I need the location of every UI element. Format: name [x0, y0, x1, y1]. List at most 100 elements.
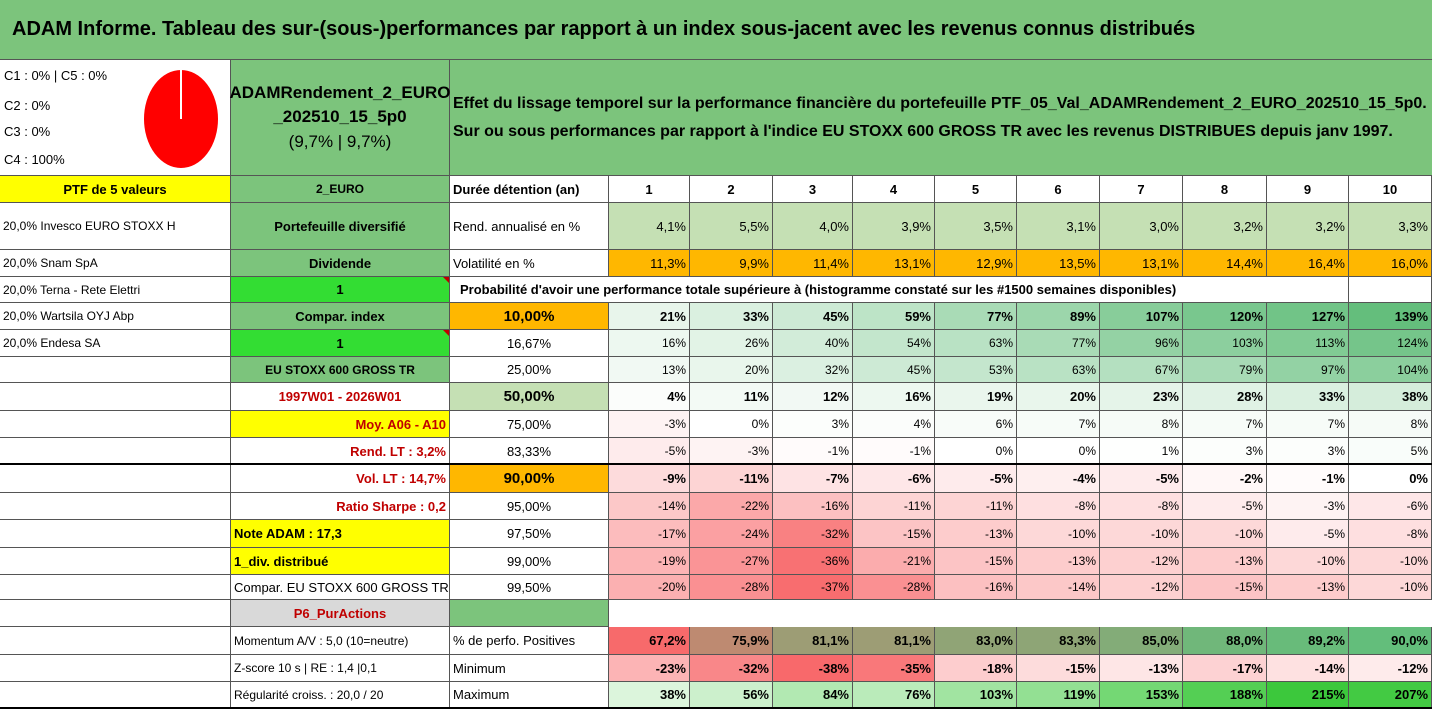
- pos-value: 81,1%: [773, 627, 853, 655]
- quantile-value: -21%: [853, 548, 935, 575]
- quantile-value: -5%: [609, 438, 690, 465]
- quantile-label: 90,00%: [450, 465, 609, 493]
- min-value: -13%: [1100, 655, 1183, 682]
- quantile-value: 59%: [853, 303, 935, 330]
- quantile-value: 16%: [609, 330, 690, 357]
- quantile-label: 83,33%: [450, 438, 609, 465]
- quantile-value: -5%: [1267, 520, 1349, 548]
- p6-puractions: P6_PurActions: [231, 600, 450, 627]
- empty-left-cell: [0, 493, 231, 520]
- quantile-label: 97,50%: [450, 520, 609, 548]
- index-name: EU STOXX 600 GROSS TR: [231, 357, 450, 383]
- vol-label: Volatilité en %: [450, 250, 609, 277]
- quantile-value: -13%: [1267, 575, 1349, 600]
- quantile-value: 5%: [1349, 438, 1432, 465]
- max-value: 153%: [1100, 682, 1183, 708]
- quantile-value: -8%: [1100, 493, 1183, 520]
- quantile-value: -8%: [1349, 520, 1432, 548]
- quantile-value: -7%: [773, 465, 853, 493]
- quantile-label: 50,00%: [450, 383, 609, 411]
- quantile-value: 77%: [1017, 330, 1100, 357]
- quantile-value: 0%: [1017, 438, 1100, 465]
- quantile-value: 0%: [1349, 465, 1432, 493]
- empty-left-cell: [0, 627, 231, 655]
- quantile-value: 19%: [935, 383, 1017, 411]
- portfolio-name-line1: ADAMRendement_2_EURO: [229, 82, 451, 102]
- quantile-value: -32%: [773, 520, 853, 548]
- quantile-label: 16,67%: [450, 330, 609, 357]
- quantile-value: -4%: [1017, 465, 1100, 493]
- quantile-value: -17%: [609, 520, 690, 548]
- quantile-value: 67%: [1100, 357, 1183, 383]
- quantile-value: 6%: [935, 411, 1017, 438]
- quantile-value: 77%: [935, 303, 1017, 330]
- quantile-value: 45%: [853, 357, 935, 383]
- empty-row: [609, 600, 1432, 627]
- vol-value: 16,0%: [1349, 250, 1432, 277]
- pos-value: 75,9%: [690, 627, 773, 655]
- constituent-1: 20,0% Invesco EURO STOXX H: [0, 203, 231, 250]
- min-value: -17%: [1183, 655, 1267, 682]
- quantile-value: -15%: [935, 548, 1017, 575]
- quantile-value: -36%: [773, 548, 853, 575]
- vol-value: 14,4%: [1183, 250, 1267, 277]
- rend-value: 4,1%: [609, 203, 690, 250]
- quantile-value: 45%: [773, 303, 853, 330]
- quantile-value: 79%: [1183, 357, 1267, 383]
- pos-value: 67,2%: [609, 627, 690, 655]
- momentum: Momentum A/V : 5,0 (10=neutre): [231, 627, 450, 655]
- quantile-value: 54%: [853, 330, 935, 357]
- empty-left-cell: [0, 520, 231, 548]
- max-label: Maximum: [450, 682, 609, 708]
- quantile-value: 38%: [1349, 383, 1432, 411]
- description-line1: Effet du lissage temporel sur la perform…: [453, 94, 1427, 112]
- quantile-value: 1%: [1100, 438, 1183, 465]
- min-value: -14%: [1267, 655, 1349, 682]
- constituent-3: 20,0% Terna - Rete Elettri: [0, 277, 231, 303]
- dividend-label: Dividende: [231, 250, 450, 277]
- p6-green-cell: [450, 600, 609, 627]
- constituent-5: 20,0% Endesa SA: [0, 330, 231, 357]
- min-value: -23%: [609, 655, 690, 682]
- description: Effet du lissage temporel sur la perform…: [450, 60, 1432, 176]
- quantile-value: 0%: [690, 411, 773, 438]
- quantile-value: -14%: [609, 493, 690, 520]
- quantile-value: 12%: [773, 383, 853, 411]
- quantile-value: 20%: [1017, 383, 1100, 411]
- quantile-value: 4%: [609, 383, 690, 411]
- quantile-value: -5%: [1183, 493, 1267, 520]
- portfolio-type: Portefeuille diversifié: [231, 203, 450, 250]
- quantile-value: 0%: [935, 438, 1017, 465]
- quantile-value: 26%: [690, 330, 773, 357]
- quantile-value: -9%: [609, 465, 690, 493]
- compar-full: Compar. EU STOXX 600 GROSS TR: [231, 575, 450, 600]
- year-header: 10: [1349, 176, 1432, 203]
- max-value: 207%: [1349, 682, 1432, 708]
- pos-value: 83,3%: [1017, 627, 1100, 655]
- quantile-value: 7%: [1017, 411, 1100, 438]
- empty-left-cell: [0, 548, 231, 575]
- quantile-value: -10%: [1183, 520, 1267, 548]
- quantile-label: 25,00%: [450, 357, 609, 383]
- dividend-value: 1: [231, 277, 450, 303]
- quantile-value: 127%: [1267, 303, 1349, 330]
- quantile-value: -5%: [1100, 465, 1183, 493]
- quantile-value: -19%: [609, 548, 690, 575]
- quantile-value: 89%: [1017, 303, 1100, 330]
- quantile-label: 99,50%: [450, 575, 609, 600]
- quantile-value: 32%: [773, 357, 853, 383]
- empty-left-cell: [0, 682, 231, 708]
- quantile-value: -15%: [853, 520, 935, 548]
- allocation-c1-c5: C1 : 0% | C5 : 0%: [4, 68, 108, 83]
- quantile-value: -20%: [609, 575, 690, 600]
- max-value: 84%: [773, 682, 853, 708]
- rend-value: 3,0%: [1100, 203, 1183, 250]
- constituent-4: 20,0% Wartsila OYJ Abp: [0, 303, 231, 330]
- quantile-value: -10%: [1100, 520, 1183, 548]
- rend-value: 3,1%: [1017, 203, 1100, 250]
- quantile-value: 23%: [1100, 383, 1183, 411]
- compar-index-label: Compar. index: [231, 303, 450, 330]
- empty-left-cell: [0, 600, 231, 627]
- vol-value: 13,1%: [853, 250, 935, 277]
- quantile-value: 53%: [935, 357, 1017, 383]
